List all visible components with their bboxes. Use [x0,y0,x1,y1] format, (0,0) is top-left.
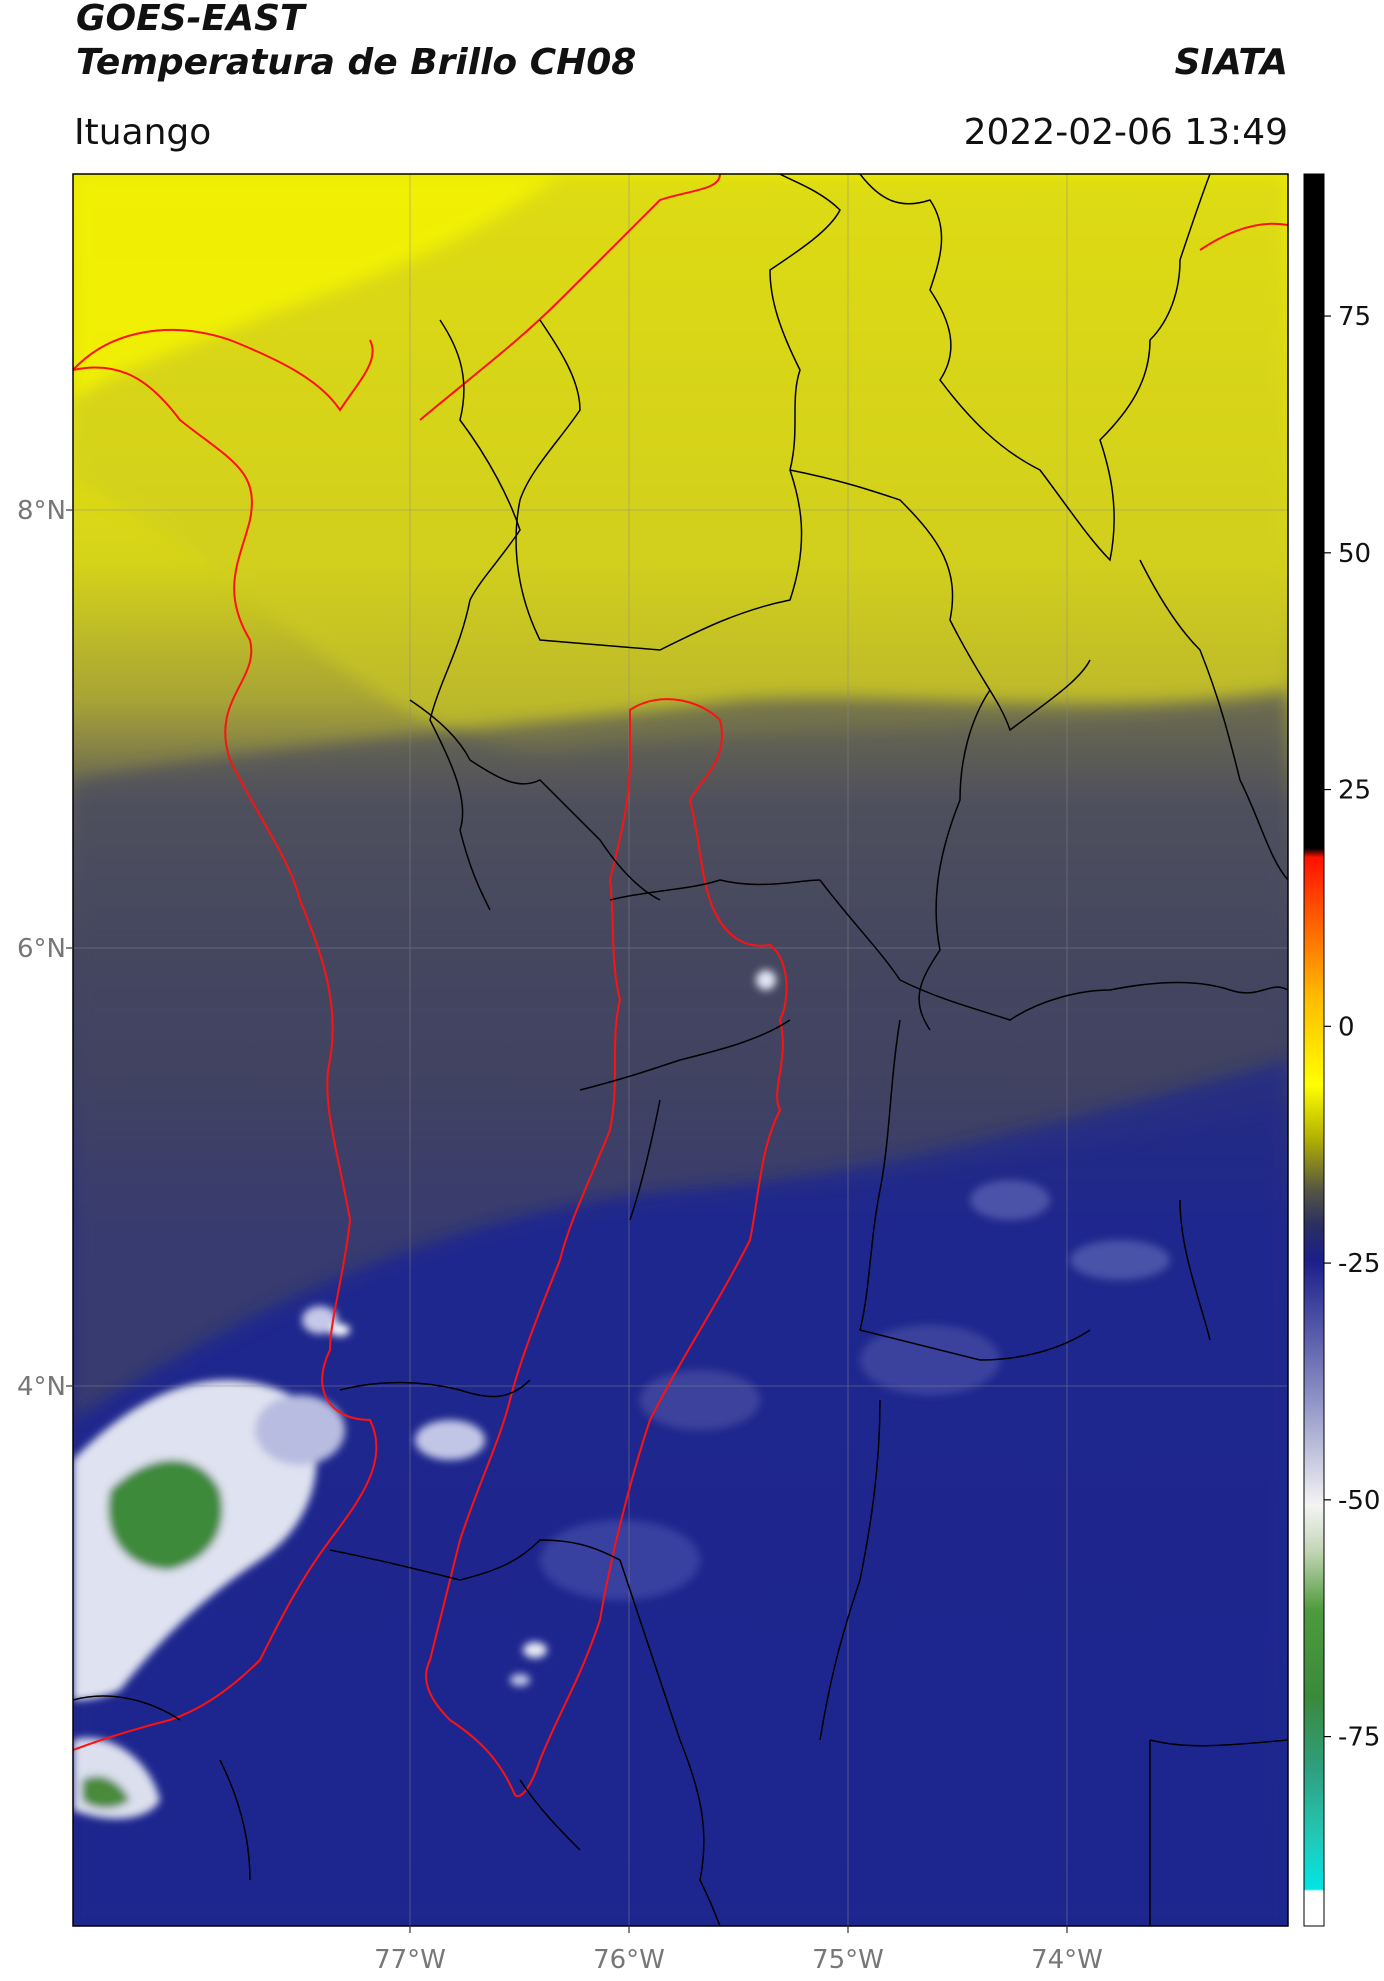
colorbar-tick-label: 0 [1338,1012,1355,1042]
colorbar-tick-label: 75 [1338,302,1371,332]
organization-label: SIATA [1174,42,1288,83]
lat-label-4n: 4°N [17,1372,66,1402]
admin-borders [73,174,1288,1926]
colorbar-gradient [1304,174,1324,1926]
colorbar-frame [1303,173,1325,1927]
colorbar-tick-label: -75 [1338,1723,1380,1753]
lon-label-74w: 74°W [1031,1945,1103,1975]
lat-label-6n: 6°N [17,934,66,964]
ituango-region-outline [425,698,788,1798]
title-line-1: GOES-EAST [76,0,305,39]
colorbar-tick-label: -25 [1338,1249,1380,1279]
lon-label-77w: 77°W [374,1945,446,1975]
location-label: Ituango [74,112,212,153]
colorbar-tick-label: 50 [1338,539,1371,569]
graticule [73,174,1288,1926]
midlevel-zone [73,690,1288,1420]
coastline-east [1199,222,1288,251]
coastline-pacific [73,366,378,1751]
title-line-2: Temperatura de Brillo CH08 [76,42,637,83]
cold-zone [73,1060,1288,1926]
coastline-caribbean [73,174,721,421]
axis-ticks [66,509,1068,1933]
cold-cloud-tops [73,970,1170,1819]
datetime-label: 2022-02-06 13:49 [963,112,1288,153]
map-frame [72,173,1289,1927]
lon-label-75w: 75°W [812,1945,884,1975]
lat-label-8n: 8°N [17,496,66,526]
map-panel [73,174,1288,1926]
colorbar-tick-label: -50 [1338,1486,1380,1516]
warmest-zone [73,174,560,400]
lon-label-76w: 76°W [593,1945,665,1975]
warm-zone [73,174,1288,751]
colorbar-tick-label: 25 [1338,776,1371,806]
colorbar-ticks: 75 50 25 0 -25 -50 -75 [1324,302,1380,1753]
colorbar: 75 50 25 0 -25 -50 -75 [1303,173,1380,1927]
